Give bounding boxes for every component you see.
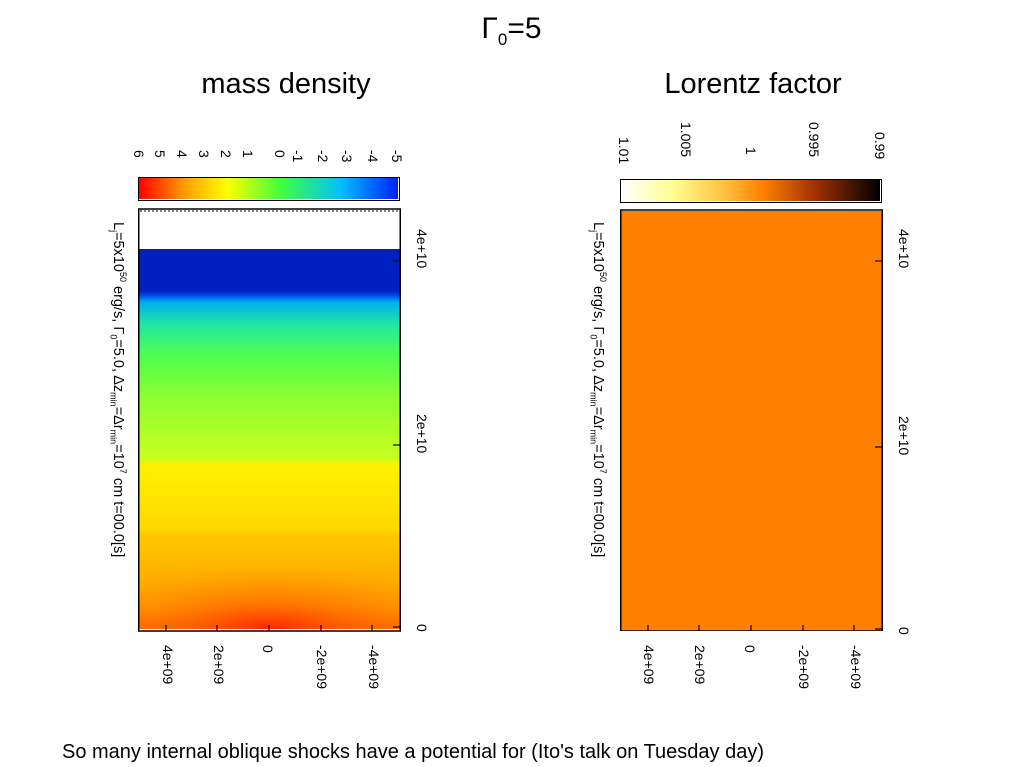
mass-colorbar-tick: -1 <box>290 150 306 163</box>
slide-title-subscript: 0 <box>497 30 508 49</box>
mass-colorbar-tick: -3 <box>339 150 355 163</box>
lorentz-colorbar-tick: 1.01 <box>616 137 632 165</box>
lorentz-axis-right-tick: 0 <box>896 627 912 635</box>
mass-colorbar-tick: 3 <box>196 150 212 158</box>
lorentz-colorbar-tick: 1 <box>743 147 759 155</box>
footer-note: So many internal oblique shocks have a p… <box>62 741 764 763</box>
lorentz-factor-plot <box>620 209 883 635</box>
slide-title-symbol: Γ <box>481 12 498 45</box>
slide-title: Γ0=5 <box>0 12 1023 50</box>
mass-colorbar-tick: 2 <box>218 150 234 158</box>
mass-axis-bottom-tick: -2e+09 <box>314 645 330 689</box>
lorentz-axis-bottom-tick: -4e+09 <box>848 645 864 689</box>
mass-axis-right-tick: 0 <box>414 624 430 632</box>
lorentz-colorbar-tick: 0.99 <box>872 132 888 160</box>
lorentz-axis-bottom-tick: 4e+09 <box>641 645 657 685</box>
mass-colorbar-tick: -5 <box>389 150 405 163</box>
lorentz-axis-bottom-tick: 0 <box>742 645 758 653</box>
mass-colorbar-tick: 5 <box>152 150 168 158</box>
lorentz-axis-right-tick: 4e+10 <box>896 229 912 269</box>
mass-axis-bottom-tick: -4e+09 <box>366 645 382 689</box>
mass-colorbar-tick: -4 <box>365 150 381 163</box>
lorentz-factor-field <box>621 211 882 631</box>
mass-axis-bottom-tick: 4e+09 <box>160 645 176 685</box>
mass-colorbar-tick: 6 <box>131 150 147 158</box>
mass-colorbar-tick: 1 <box>240 150 256 158</box>
lorentz-side-label: Lj=5x1050 erg/s, Γ0=5.0, Δzmin=Δrmin=107… <box>588 222 608 558</box>
lorentz-colorbar-gradient <box>621 180 880 201</box>
lorentz-colorbar-tick: 0.995 <box>806 122 822 158</box>
mass-colorbar-tick: -2 <box>315 150 331 163</box>
mass-axis-right-tick: 2e+10 <box>414 414 430 454</box>
mass-colorbar-tick: 0 <box>272 150 288 158</box>
lorentz-axis-bottom-tick: 2e+09 <box>692 645 708 685</box>
panel-title-mass-density: mass density <box>201 68 371 100</box>
mass-axis-bottom-tick: 0 <box>260 645 276 653</box>
lorentz-colorbar-tick: 1.005 <box>678 122 694 158</box>
mass-axis-right-tick: 4e+10 <box>414 229 430 269</box>
slide-title-rest: =5 <box>507 12 542 45</box>
panel-title-lorentz-factor: Lorentz factor <box>664 68 842 100</box>
lorentz-axis-bottom-tick: -2e+09 <box>796 645 812 689</box>
mass-density-plot <box>138 207 401 634</box>
lorentz-colorbar <box>620 179 882 203</box>
mass-side-label: Lj=5x1050 erg/s, Γ0=5.0, Δzmin=Δrmin=107… <box>108 222 128 558</box>
mass-colorbar <box>138 177 400 201</box>
mass-colorbar-tick: 4 <box>174 150 190 158</box>
mass-axis-bottom-tick: 2e+09 <box>211 645 227 685</box>
lorentz-axis-right-tick: 2e+10 <box>896 416 912 456</box>
mass-colorbar-gradient <box>139 178 398 199</box>
mass-density-core <box>138 547 401 629</box>
